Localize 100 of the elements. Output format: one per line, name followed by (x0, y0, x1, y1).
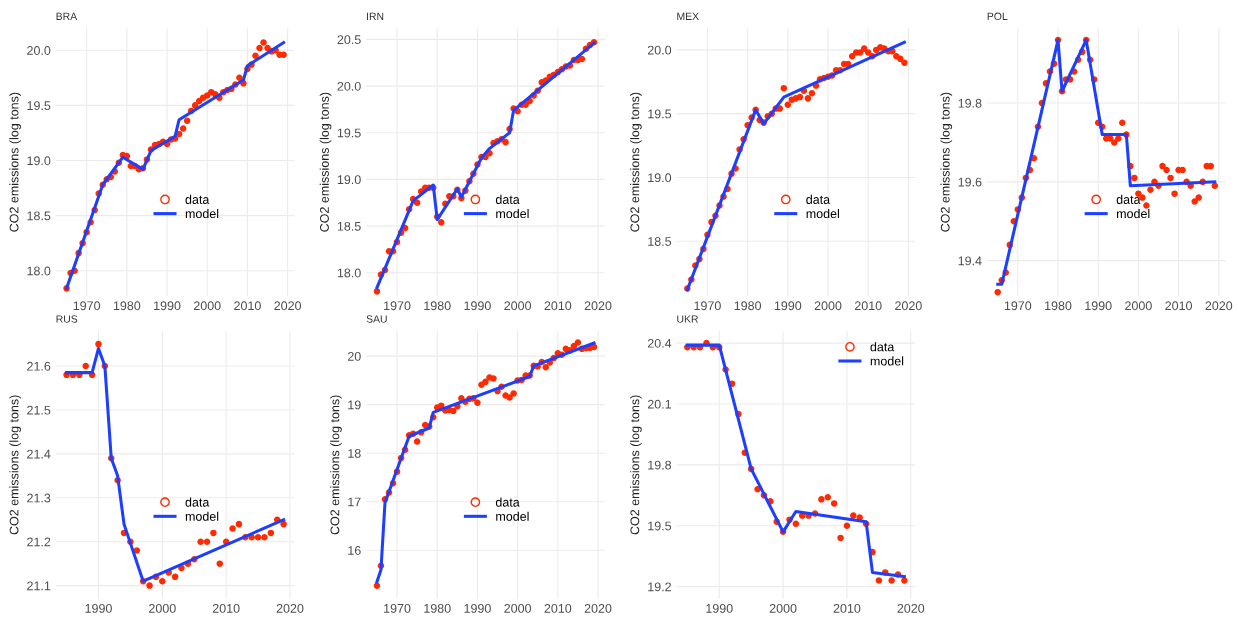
x-tick-label: 2010 (212, 603, 240, 613)
x-tick-label: 2000 (504, 603, 532, 613)
x-tick-label: 2010 (544, 301, 572, 311)
x-tick-label: 2020 (584, 301, 612, 311)
x-tick-label: 2020 (895, 301, 922, 311)
y-tick-label: 18.0 (27, 266, 51, 276)
y-tick-label: 20.1 (647, 399, 672, 409)
x-tick-label: 1980 (734, 301, 762, 311)
legend-label: model (496, 208, 529, 219)
y-tick-label: 20.4 (647, 338, 672, 348)
legend-label: model (496, 511, 529, 521)
x-tick-label: 1990 (464, 301, 491, 311)
legend-label: model (1116, 208, 1150, 219)
y-tick-label: 19.5 (648, 109, 672, 119)
legend-label: model (185, 208, 219, 219)
y-tick-label: 21.2 (27, 537, 51, 547)
x-tick-label: 2020 (274, 301, 302, 311)
y-axis-title: CO2 emissions (log tons) (319, 92, 332, 232)
y-tick-label: 21.1 (27, 581, 51, 591)
y-tick-label: 18.0 (337, 268, 361, 278)
y-tick-label: 19.5 (337, 128, 361, 138)
y-tick-label: 21.4 (27, 449, 51, 459)
x-tick-label: 1970 (694, 301, 721, 311)
x-tick-label: 2010 (1165, 301, 1193, 311)
y-tick-label: 16 (348, 546, 361, 555)
x-tick-label: 2000 (149, 603, 176, 613)
legend-label: model (185, 511, 219, 521)
x-tick-label: 1990 (774, 301, 802, 311)
legend-label: data (806, 194, 831, 204)
y-tick-label: 20.0 (27, 46, 51, 55)
chart-title: UKR (677, 315, 698, 323)
x-tick-label: 2010 (854, 301, 882, 311)
y-tick-label: 18.5 (648, 237, 672, 246)
x-tick-label: 1990 (706, 603, 733, 613)
x-tick-label: 2000 (504, 301, 532, 311)
chart-title: MEX (677, 12, 699, 20)
chart-title: SAU (366, 315, 387, 323)
x-tick-label: 2020 (897, 603, 925, 613)
y-tick-label: 19.5 (648, 521, 672, 531)
y-tick-label: 19.0 (648, 173, 672, 183)
y-tick-label: 20 (347, 351, 361, 361)
y-axis-title: CO2 emissions (log tons) (9, 92, 21, 232)
y-axis-title: CO2 emissions (log tons) (9, 395, 21, 535)
y-tick-label: 19.0 (337, 175, 361, 185)
y-tick-label: 18.5 (27, 211, 51, 221)
y-axis-title: CO2 emissions (log tons) (630, 395, 642, 535)
chart-title: POL (987, 12, 1008, 20)
y-axis-title: CO2 emissions (log tons) (330, 395, 342, 535)
x-tick-label: 1980 (113, 301, 141, 311)
legend-label: model (806, 208, 839, 219)
y-axis-title: CO2 emissions (log tons) (630, 92, 642, 232)
y-tick-label: 18 (348, 449, 361, 458)
x-tick-label: 1990 (85, 603, 112, 613)
x-tick-label: 2020 (1205, 301, 1233, 311)
x-tick-label: 2000 (814, 301, 842, 311)
legend-label: data (185, 497, 210, 507)
legend-label: data (1116, 194, 1141, 204)
y-tick-label: 20.0 (337, 81, 361, 91)
x-tick-label: 1990 (1085, 301, 1112, 311)
x-tick-label: 2000 (769, 603, 797, 613)
x-tick-label: 2010 (544, 603, 572, 613)
y-tick-label: 19.4 (958, 256, 982, 266)
y-tick-label: 19.8 (648, 460, 672, 470)
x-tick-label: 2010 (234, 301, 261, 311)
y-axis-title: CO2 emissions (log tons) (940, 92, 953, 232)
x-tick-label: 1990 (464, 603, 491, 613)
y-tick-label: 20.0 (647, 45, 672, 55)
y-tick-label: 19.0 (27, 156, 51, 166)
legend-label: data (870, 342, 895, 352)
y-tick-label: 19.8 (958, 98, 982, 108)
x-tick-label: 1970 (1004, 301, 1032, 311)
x-tick-label: 1970 (73, 301, 101, 311)
x-tick-label: 1980 (1045, 301, 1072, 311)
y-tick-label: 20.5 (337, 35, 361, 45)
x-tick-label: 1990 (154, 301, 181, 311)
chart-title: RUS (56, 315, 78, 323)
legend-label: data (495, 497, 520, 507)
y-tick-label: 19.6 (958, 177, 982, 187)
y-tick-label: 19 (348, 400, 361, 410)
x-tick-label: 2020 (276, 603, 304, 613)
x-tick-label: 1980 (424, 603, 451, 613)
x-tick-label: 1980 (424, 301, 451, 311)
y-tick-label: 21.3 (27, 493, 51, 503)
y-tick-label: 21.6 (27, 361, 51, 371)
x-tick-label: 2000 (193, 301, 221, 311)
y-tick-label: 19.5 (27, 101, 51, 111)
x-tick-label: 2020 (584, 603, 612, 613)
y-tick-label: 19.2 (648, 582, 671, 592)
chart-title: BRA (56, 12, 78, 20)
x-tick-label: 1970 (384, 301, 411, 311)
y-tick-label: 17 (348, 497, 361, 507)
y-tick-label: 18.5 (337, 221, 361, 231)
legend-label: model (870, 356, 904, 366)
x-tick-label: 2010 (833, 603, 861, 613)
legend-label: data (185, 194, 210, 204)
y-tick-label: 21.5 (27, 405, 51, 415)
legend-label: data (495, 194, 520, 204)
chart-title: IRN (367, 12, 384, 20)
x-tick-label: 1970 (384, 603, 411, 613)
x-tick-label: 2000 (1125, 301, 1152, 311)
